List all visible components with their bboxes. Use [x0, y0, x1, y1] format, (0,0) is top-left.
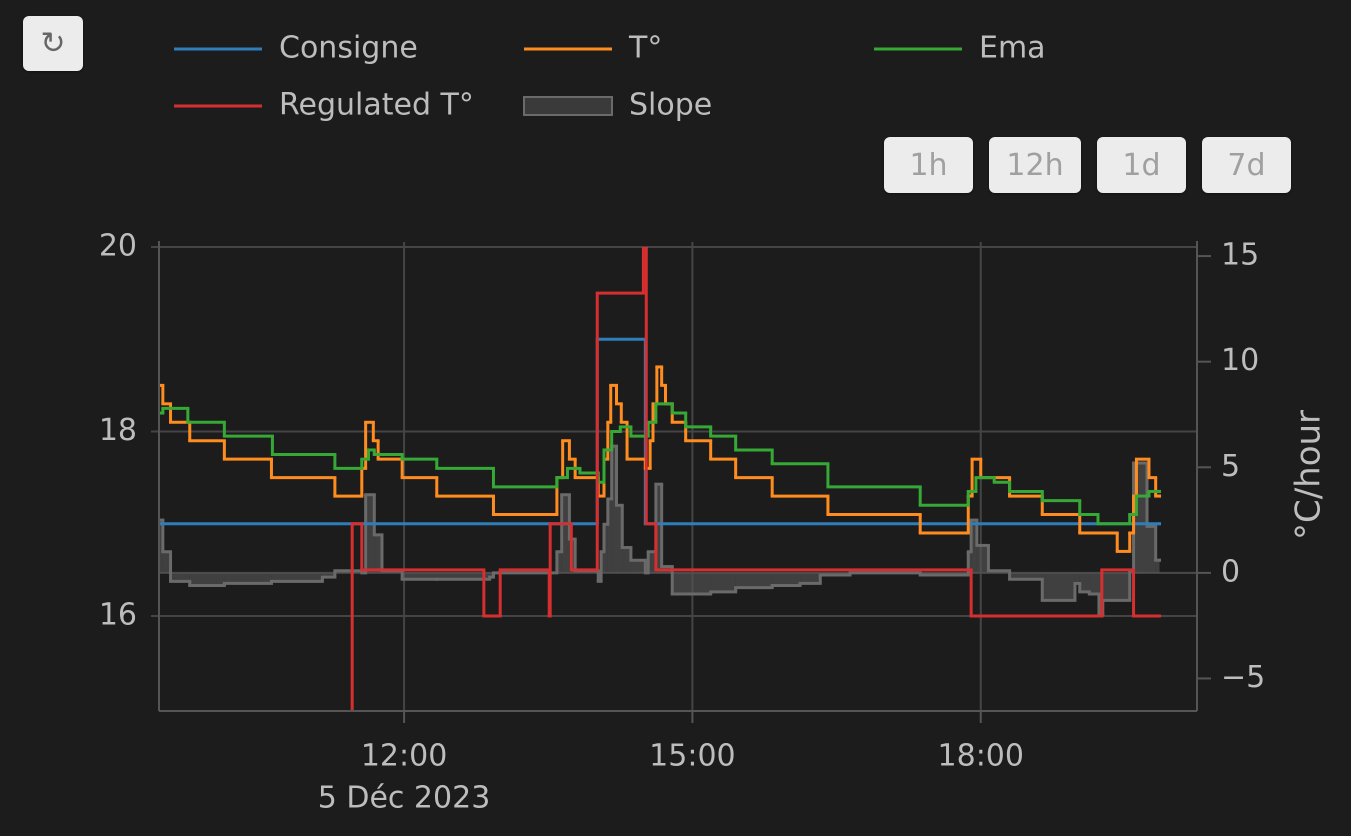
slope-area [988, 570, 1010, 573]
slope-area [661, 566, 673, 573]
slope-area [1133, 463, 1148, 573]
slope-area [1155, 560, 1160, 573]
slope-area [772, 572, 801, 586]
y-tick-label: 18 [99, 413, 137, 448]
legend-label: Ema [979, 31, 1046, 66]
slope-area [655, 484, 662, 573]
slope-area [1129, 570, 1134, 573]
slope-area [630, 560, 646, 573]
slope-area [1079, 572, 1090, 592]
series-1 [159, 365, 1162, 553]
slope-area [436, 572, 490, 580]
slope-area [322, 572, 335, 578]
legend-label: T° [628, 31, 662, 66]
slope-area [672, 572, 711, 594]
slope-area [607, 498, 612, 573]
y-tick-label: 16 [99, 597, 137, 632]
slope-area [402, 572, 437, 580]
axes: 12:00 15:00 18:00 16 18 20 −5 0 5 10 15 [99, 229, 1265, 774]
slope-area [1098, 572, 1103, 616]
slope-area [569, 539, 576, 573]
y2-tick-label: 15 [1221, 238, 1259, 273]
series-3 [350, 247, 1162, 711]
slope-area [601, 551, 604, 573]
series-4 [159, 444, 1162, 617]
series-0 [159, 337, 1162, 526]
grid [151, 242, 1197, 711]
slope-area [648, 551, 656, 573]
slope-area [334, 570, 362, 573]
slope-area [968, 551, 972, 573]
legend-label: Consigne [279, 31, 418, 66]
x-tick-label: 18:00 [938, 739, 1024, 774]
slope-area [603, 524, 608, 573]
slope-area [616, 505, 623, 573]
slope-area [1042, 572, 1075, 601]
y-tick-label: 20 [99, 229, 137, 264]
legend-label: Slope [629, 88, 712, 123]
slope-area [735, 572, 773, 588]
slope-area [598, 572, 602, 582]
slope-area [971, 520, 977, 573]
y2-tick-label: 5 [1221, 449, 1240, 484]
slope-area [920, 572, 969, 575]
slope-area [271, 572, 323, 582]
legend-swatch [523, 96, 613, 116]
legend: Consigne T° Ema Regulated T° Slope [174, 31, 1046, 123]
range-button[interactable]: 12h [989, 137, 1081, 193]
slope-area [1074, 572, 1080, 584]
range-button[interactable]: 1h [884, 137, 973, 193]
range-button[interactable]: 7d [1202, 137, 1291, 193]
slope-area [381, 570, 403, 573]
slope-area [976, 545, 989, 573]
y2-tick-label: 10 [1221, 343, 1259, 378]
slope-area [159, 520, 163, 573]
slope-area [1147, 526, 1156, 573]
slope-area [374, 534, 382, 573]
y2-title: °C/hour [1289, 410, 1329, 540]
x-tick-label: 15:00 [649, 739, 735, 774]
slope-area [1009, 572, 1043, 580]
slope-area [1089, 572, 1099, 594]
x-date-label: 5 Déc 2023 [318, 781, 491, 816]
slope-area [622, 547, 631, 573]
plot-area [159, 247, 1162, 711]
y2-tick-label: −5 [1221, 660, 1265, 695]
slope-area [365, 494, 375, 573]
range-button[interactable]: 1d [1097, 137, 1186, 193]
y2-tick-label: 0 [1221, 554, 1240, 589]
slope-area [575, 570, 599, 573]
slope-area [820, 572, 851, 575]
slope-area [710, 572, 736, 592]
slope-area [1102, 572, 1130, 601]
slope-area [489, 572, 494, 578]
refresh-button[interactable]: ↻ [23, 16, 83, 71]
slope-area [556, 551, 562, 573]
series-2 [159, 402, 1162, 526]
slope-area [170, 572, 190, 582]
x-tick-label: 12:00 [361, 739, 447, 774]
slope-area [224, 572, 272, 584]
slope-area [561, 494, 570, 573]
legend-label: Regulated T° [279, 88, 474, 123]
slope-area [189, 572, 225, 586]
slope-area [611, 446, 617, 573]
slope-area [800, 572, 821, 584]
slope-area [162, 551, 171, 573]
